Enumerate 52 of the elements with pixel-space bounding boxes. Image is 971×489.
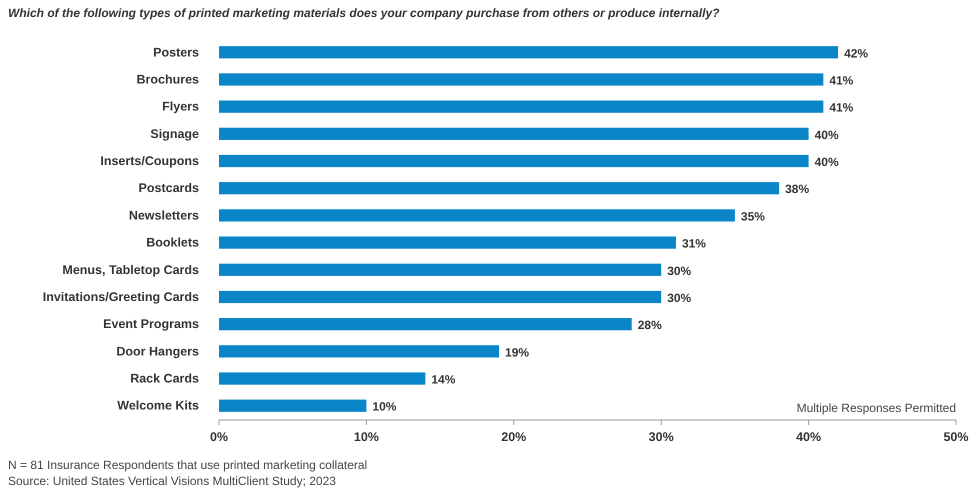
bar <box>219 154 809 168</box>
bar <box>219 46 838 58</box>
x-tick-label: 10% <box>354 430 379 444</box>
y-tick-label: Menus, Tabletop Cards <box>62 262 200 277</box>
data-label: 19% <box>505 345 530 360</box>
data-label: 10% <box>372 400 397 414</box>
x-tick-label: 40% <box>796 430 822 444</box>
y-tick-label: Signage <box>150 126 200 141</box>
y-tick-label: Door Hangers <box>116 344 200 358</box>
bar <box>219 318 632 330</box>
bar <box>219 73 824 86</box>
x-tick-label: 0% <box>210 430 228 444</box>
bar <box>219 209 735 222</box>
y-tick-label: Invitations/Greeting Cards <box>42 290 200 304</box>
data-label: 14% <box>431 372 456 387</box>
data-label: 40% <box>814 128 839 142</box>
y-tick-label: Posters <box>153 45 200 60</box>
bar <box>219 400 366 412</box>
y-tick-label: Newsletters <box>128 208 200 222</box>
data-label: 31% <box>682 236 706 251</box>
y-tick-label: Welcome Kits <box>117 398 200 413</box>
x-tick-label: 50% <box>943 430 969 444</box>
bar <box>219 290 662 304</box>
data-label: 41% <box>829 100 854 115</box>
data-label: 30% <box>667 264 692 278</box>
data-label: 30% <box>667 290 692 305</box>
bar <box>219 100 824 113</box>
bar <box>219 345 500 358</box>
bar <box>219 236 676 249</box>
data-label: 41% <box>829 73 854 88</box>
y-tick-label: Rack Cards <box>130 372 200 386</box>
y-tick-label: Event Programs <box>103 317 200 332</box>
data-label: 38% <box>785 182 810 196</box>
source-note: Source: United States Vertical Visions MultiClient Study; 2023 <box>8 474 336 488</box>
data-label: 40% <box>814 155 839 170</box>
y-tick-label: Brochures <box>136 72 200 86</box>
bar <box>219 182 780 194</box>
data-label: 28% <box>638 318 662 332</box>
x-tick-label: 20% <box>501 430 526 444</box>
data-label: 42% <box>844 46 868 60</box>
data-label: 35% <box>740 209 766 224</box>
bar <box>219 128 809 140</box>
chart-title: Which of the following types of printed marketing materials does your company purchase from others or produce internally? <box>8 6 720 20</box>
y-tick-label: Booklets <box>146 236 200 250</box>
x-tick-label: 30% <box>648 430 674 444</box>
text: N = 81 Insurance Respondents that use printed marketing collateral <box>8 458 368 472</box>
y-tick-label: Flyers <box>162 100 200 114</box>
bar <box>219 372 426 385</box>
y-tick-label: Inserts/Coupons <box>100 154 200 168</box>
y-tick-label: Postcards <box>138 181 200 196</box>
annotation: Multiple Responses Permitted <box>796 401 956 415</box>
bar <box>219 264 662 276</box>
